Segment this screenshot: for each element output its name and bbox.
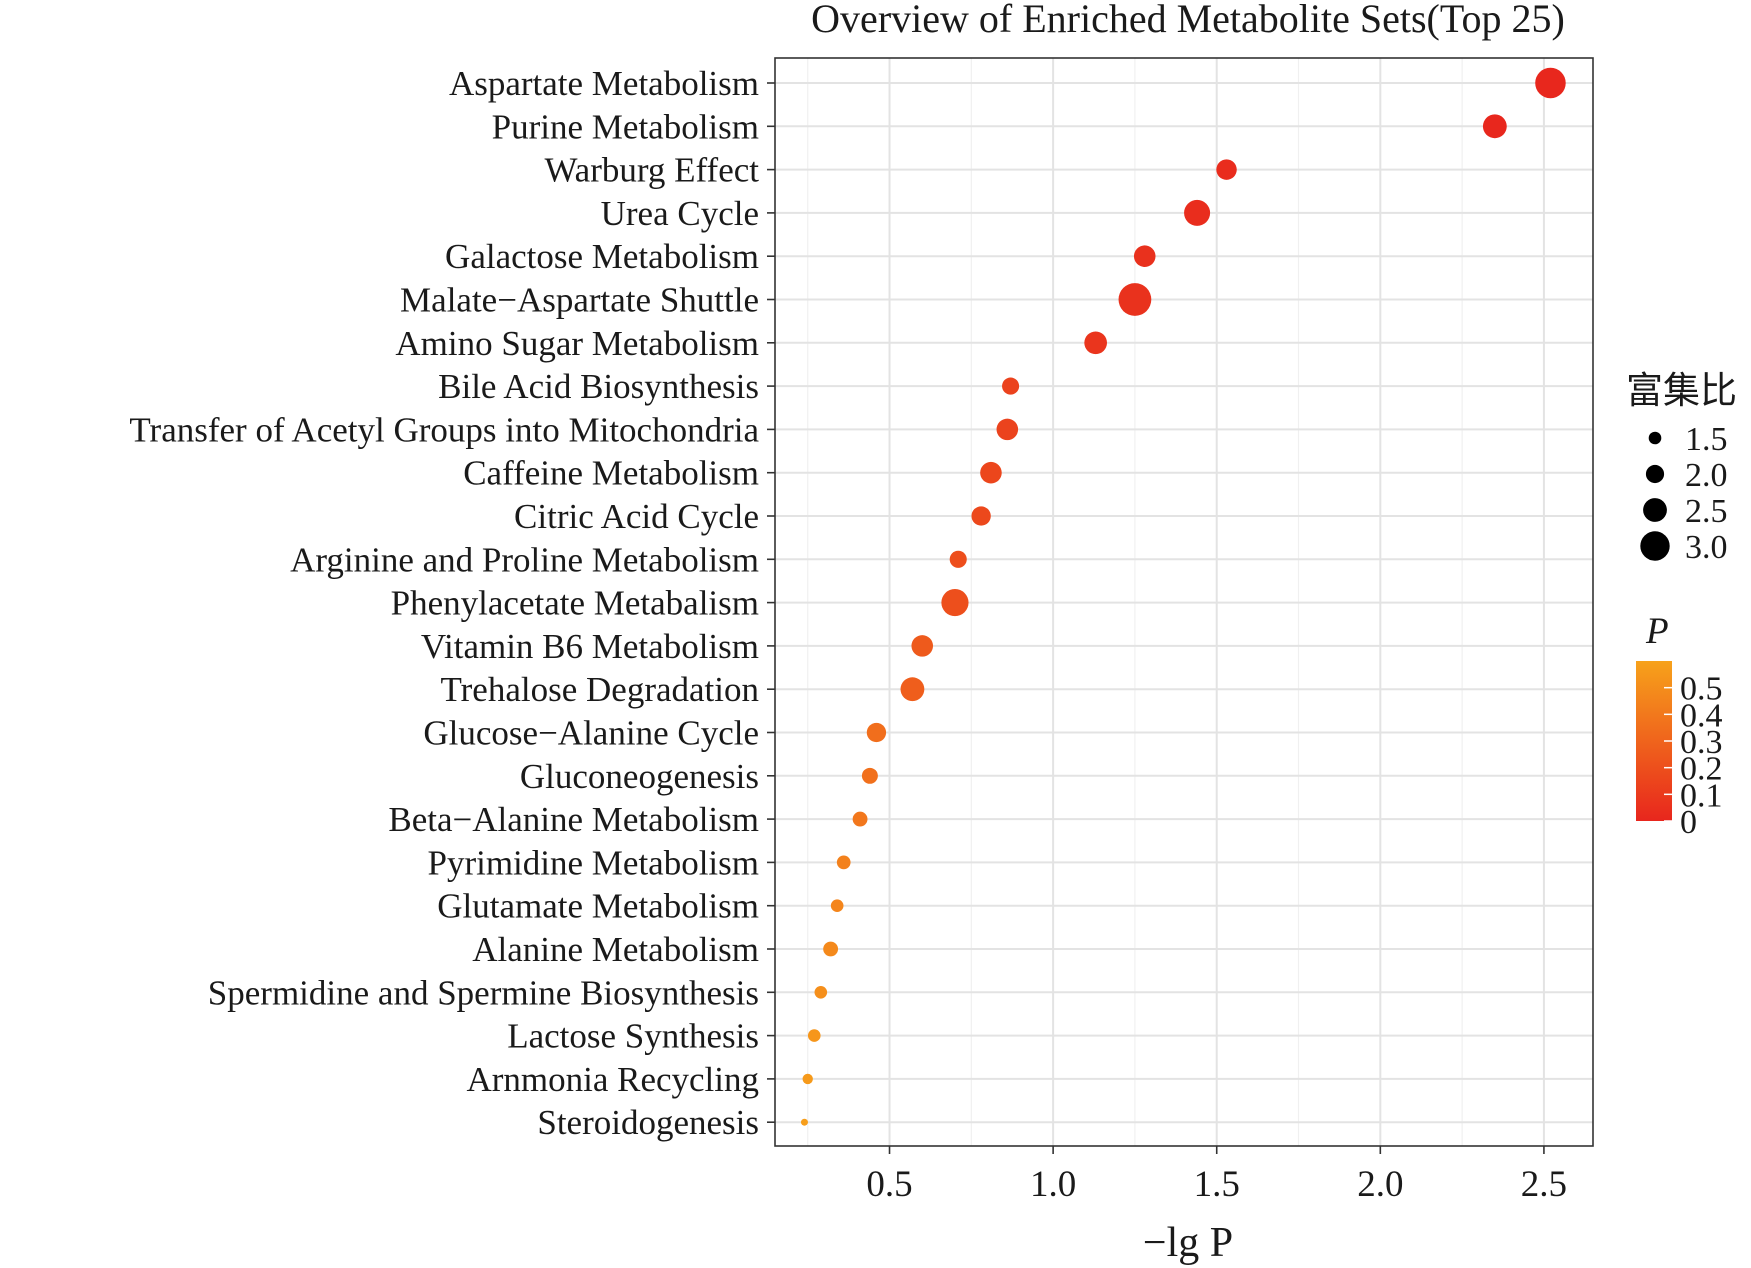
x-axis-label: −lg P [1143,1220,1233,1266]
data-points [800,67,1566,1126]
data-point [1216,159,1237,180]
color-legend-label: 0.3 [1680,724,1723,761]
category-label: Galactose Metabolism [445,237,759,276]
x-tick-label: 1.0 [1030,1164,1076,1205]
data-point [836,855,851,870]
data-point [823,941,839,957]
data-point [800,1118,808,1126]
category-label: Bile Acid Biosynthesis [438,367,759,406]
data-point [1084,331,1107,355]
data-point [1535,67,1566,99]
category-labels: Aspartate Metabolism Purine Metabolism War… [129,64,759,1142]
data-point [802,1073,813,1085]
category-label: Gluconeogenesis [520,757,759,796]
category-label: Urea Cycle [601,194,759,233]
category-label: Vitamin B6 Metabolism [421,627,759,666]
data-point [1002,377,1020,395]
category-label: Alanine Metabolism [472,930,759,969]
data-point [949,550,967,568]
data-point [1482,114,1507,139]
data-point [980,461,1002,484]
data-point [814,986,828,999]
category-label: Arnmonia Recycling [466,1060,759,1099]
size-legend-key [1643,498,1667,522]
color-legend-label: 0.2 [1680,751,1723,788]
data-point [911,635,934,657]
size-legend-label: 2.0 [1685,457,1728,494]
x-tick-label: 0.5 [866,1164,912,1205]
size-legend-key [1648,431,1662,445]
color-legend-label: 0.5 [1680,671,1723,708]
category-label: Citric Acid Cycle [514,497,759,536]
data-point [807,1029,821,1042]
chart-title: Overview of Enriched Metabolite Sets(Top… [811,0,1565,41]
data-point [866,722,887,743]
size-legend-label: 2.5 [1685,493,1728,530]
category-label: Transfer of Acetyl Groups into Mitochond… [129,410,759,449]
data-point [971,506,991,526]
data-point [900,677,925,702]
category-label: Caffeine Metabolism [463,454,759,493]
size-legend-key [1640,531,1670,561]
data-point [861,767,878,784]
category-label: Amino Sugar Metabolism [395,324,759,363]
color-legend: P 0.50.40.30.20.10 [1636,611,1723,841]
category-label: Beta−Alanine Metabolism [388,800,759,839]
data-point [941,589,969,617]
size-legend: 富集比 1.52.02.53.0 [1626,370,1737,566]
category-label: Spermidine and Spermine Biosynthesis [208,973,759,1012]
data-point [1184,199,1211,226]
category-label: Glucose−Alanine Cycle [423,714,759,753]
size-legend-label: 1.5 [1685,421,1728,458]
data-point [852,811,868,827]
size-legend-key [1645,464,1665,484]
category-label: Warburg Effect [544,151,759,190]
data-point [830,899,844,912]
category-label: Aspartate Metabolism [449,64,759,103]
color-legend-label: 0.1 [1680,777,1723,814]
color-legend-title: P [1645,611,1669,652]
color-legend-label: 0.4 [1680,697,1723,734]
category-label: Phenylacetate Metabalism [391,584,759,623]
size-legend-title: 富集比 [1626,370,1737,412]
y-axis-ticks [767,82,775,1123]
category-label: Arginine and Proline Metabolism [290,540,759,579]
category-label: Pyrimidine Metabolism [427,843,759,882]
data-point [996,418,1019,441]
data-point [1118,283,1152,316]
grid-lines [775,58,1593,1146]
data-point [1133,245,1156,267]
x-tick-label: 2.5 [1521,1164,1567,1205]
category-label: Steroidogenesis [537,1103,759,1142]
x-tick-label: 1.5 [1194,1164,1240,1205]
size-legend-label: 3.0 [1685,529,1728,566]
category-label: Glutamate Metabolism [437,887,759,926]
category-label: Lactose Synthesis [507,1017,759,1056]
category-label: Purine Metabolism [492,107,759,146]
category-label: Trehalose Degradation [441,670,760,709]
x-axis-ticks: 0.5 1.0 1.5 2.0 2.5 [866,1146,1567,1205]
color-legend-label: 0 [1680,804,1697,841]
x-tick-label: 2.0 [1357,1164,1403,1205]
category-label: Malate−Aspartate Shuttle [400,281,759,320]
